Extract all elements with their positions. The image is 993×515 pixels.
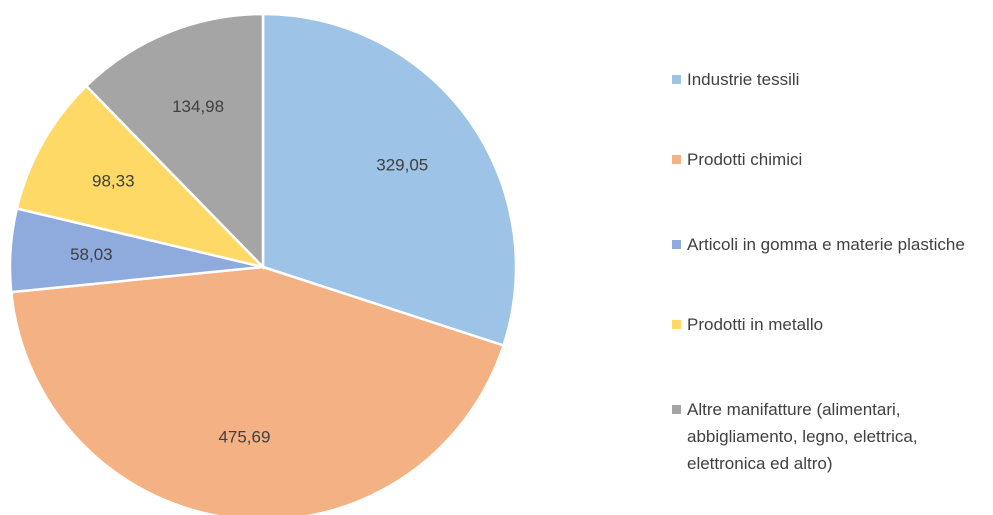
data-label: 58,03: [70, 245, 113, 264]
legend-swatch: [672, 75, 681, 84]
legend-swatch: [672, 320, 681, 329]
pie-slice: [84, 12, 265, 271]
legend-label: Altre manifatture (alimentari, abbigliam…: [687, 400, 918, 473]
legend-label: Articoli in gomma e materie plastiche: [687, 235, 965, 254]
legend-swatch: [672, 405, 681, 414]
data-label: 134,98: [172, 97, 224, 116]
legend-swatch: [672, 240, 681, 249]
pie-slice: [15, 84, 267, 270]
legend-item: Altre manifatture (alimentari, abbigliam…: [672, 396, 987, 477]
chart: 329,05 475,69 58,03 98,33 134,98: [8, 12, 518, 515]
legend-label: Industrie tessili: [687, 70, 800, 89]
legend-item: Articoli in gomma e materie plastiche: [672, 231, 987, 258]
data-label: 98,33: [92, 172, 135, 191]
pie-slice: [261, 12, 518, 348]
legend-swatch: [672, 155, 681, 164]
legend-label: Prodotti chimici: [687, 150, 803, 169]
legend-item: Prodotti in metallo: [672, 311, 987, 338]
data-label: 475,69: [218, 428, 270, 447]
legend-item: Industrie tessili: [672, 66, 987, 93]
pie-slice: [9, 265, 506, 515]
data-label: 329,05: [376, 155, 428, 174]
legend-item: Prodotti chimici: [672, 146, 987, 173]
legend-label: Prodotti in metallo: [687, 315, 824, 334]
